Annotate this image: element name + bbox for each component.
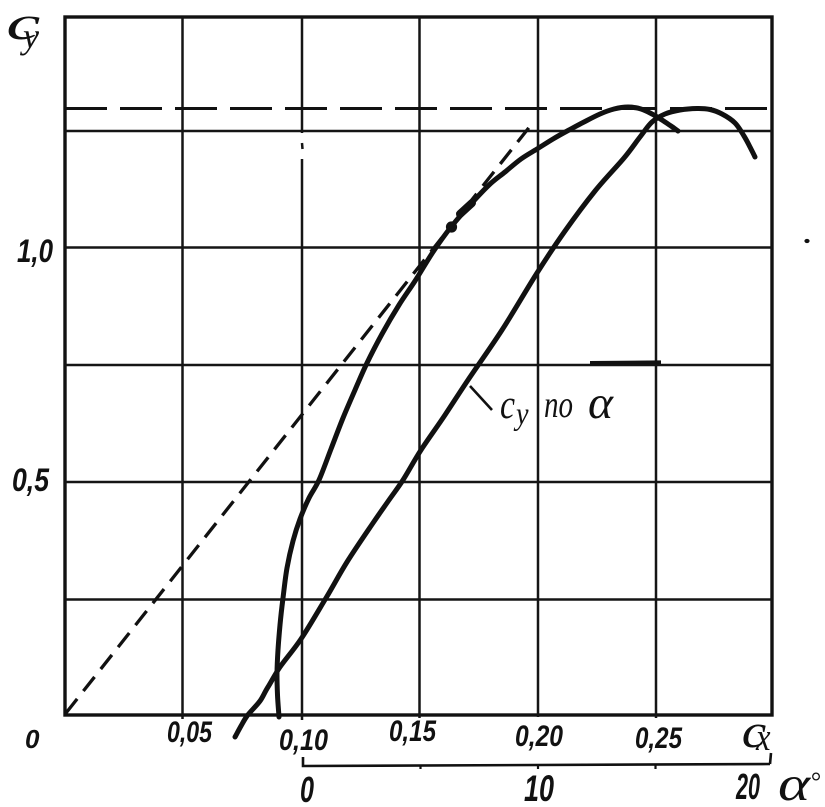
svg-text:c: c	[742, 705, 767, 758]
svg-text:0,20: 0,20	[515, 720, 563, 753]
svg-text:0: 0	[25, 724, 40, 754]
svg-text:0: 0	[300, 769, 314, 807]
svg-text:0,25: 0,25	[635, 722, 683, 755]
svg-text:x: x	[755, 716, 771, 759]
svg-text:α: α	[588, 377, 614, 429]
svg-text:10: 10	[524, 768, 554, 807]
svg-text:0,15: 0,15	[389, 715, 437, 748]
svg-text:0,10: 0,10	[279, 724, 328, 757]
svg-text:1,0: 1,0	[17, 233, 53, 269]
svg-text:по: по	[544, 384, 573, 426]
svg-text:20: 20	[735, 766, 760, 807]
svg-text:0,5: 0,5	[12, 462, 50, 498]
svg-text:°: °	[810, 767, 820, 796]
svg-text:y: y	[20, 16, 39, 56]
svg-text:y: y	[513, 395, 529, 431]
svg-text:α: α	[778, 756, 812, 807]
svg-text:c: c	[500, 381, 515, 427]
svg-text:c: c	[6, 0, 40, 49]
svg-text:0,05: 0,05	[167, 716, 213, 749]
